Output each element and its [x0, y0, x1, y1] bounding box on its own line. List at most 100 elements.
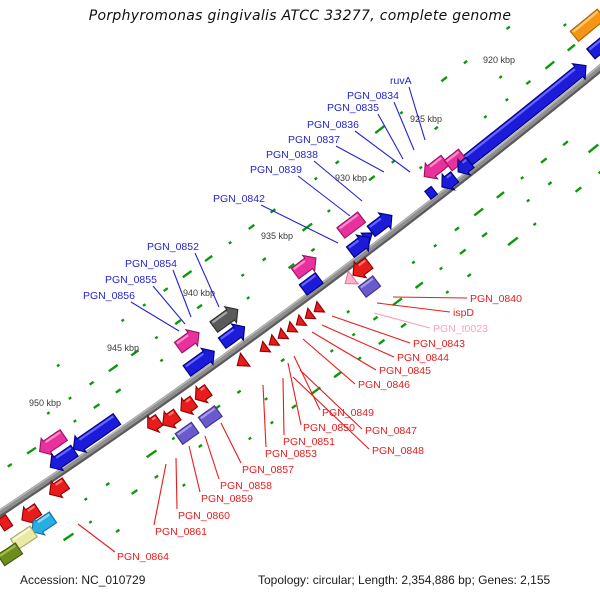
- gene-shape[interactable]: [72, 412, 122, 454]
- gene-label-PGN_0864[interactable]: PGN_0864: [117, 551, 169, 563]
- gene-label-PGN_0852[interactable]: PGN_0852: [147, 241, 199, 253]
- gene-label-PGN_0854[interactable]: PGN_0854: [125, 258, 177, 270]
- gene-shape[interactable]: [173, 328, 200, 354]
- gene-shape[interactable]: [180, 395, 199, 416]
- gene-glyph-red-arrow[interactable]: [352, 257, 374, 279]
- gene-shape[interactable]: [268, 333, 281, 346]
- gene-glyph-blue-box[interactable]: [585, 32, 600, 60]
- gene-glyph-blue-arrow[interactable]: [441, 171, 460, 191]
- gene-label-PGN_0838[interactable]: PGN_0838: [266, 149, 318, 161]
- gene-glyph-red-arrow[interactable]: [194, 383, 213, 404]
- gene-label-PGN_t0023[interactable]: PGN_t0023: [433, 323, 488, 335]
- gene-label-PGN_0860[interactable]: PGN_0860: [178, 510, 230, 522]
- gene-shape[interactable]: [366, 212, 393, 238]
- gene-label-PGN_0835[interactable]: PGN_0835: [327, 102, 379, 114]
- gene-shape[interactable]: [209, 305, 239, 333]
- gene-shape[interactable]: [9, 525, 38, 551]
- gene-shape[interactable]: [344, 269, 360, 285]
- gene-glyph-magenta-arrow[interactable]: [290, 254, 317, 280]
- gene-glyph-blue-arrow[interactable]: [72, 412, 122, 454]
- gene-label-PGN_0846[interactable]: PGN_0846: [358, 379, 410, 391]
- gene-label-ispD[interactable]: ispD: [453, 307, 474, 319]
- gene-glyph-magenta-box[interactable]: [336, 211, 367, 239]
- gene-shape[interactable]: [0, 513, 14, 532]
- gene-shape[interactable]: [194, 383, 213, 404]
- gene-label-PGN_0848[interactable]: PGN_0848: [372, 445, 424, 457]
- gene-glyph-red-tri[interactable]: [268, 333, 281, 346]
- gene-label-PGN_0849[interactable]: PGN_0849: [322, 407, 374, 419]
- gene-glyph-pink-tri[interactable]: [344, 269, 360, 285]
- gene-label-PGN_0845[interactable]: PGN_0845: [379, 365, 431, 377]
- gene-shape[interactable]: [38, 428, 69, 456]
- gene-glyph-blue-arrow[interactable]: [49, 444, 79, 472]
- gene-shape[interactable]: [441, 171, 460, 191]
- gene-shape[interactable]: [182, 347, 215, 377]
- gene-glyph-purple-box[interactable]: [357, 275, 382, 298]
- gene-label-PGN_0844[interactable]: PGN_0844: [397, 352, 449, 364]
- gene-shape[interactable]: [336, 211, 367, 239]
- gene-label-PGN_0839[interactable]: PGN_0839: [250, 164, 302, 176]
- gene-shape[interactable]: [217, 323, 246, 350]
- gene-shape[interactable]: [162, 408, 182, 429]
- gene-glyph-red-tri[interactable]: [295, 313, 308, 327]
- gene-glyph-red-tri[interactable]: [304, 306, 317, 320]
- gene-shape[interactable]: [357, 275, 382, 298]
- gene-glyph-magenta-arrow[interactable]: [173, 328, 200, 354]
- gene-glyph-magenta-arrow[interactable]: [38, 428, 69, 456]
- gene-shape[interactable]: [295, 313, 308, 327]
- gene-glyph-blue-arrow[interactable]: [345, 234, 371, 259]
- gene-label-PGN_0850[interactable]: PGN_0850: [303, 422, 355, 434]
- gene-glyph-red-box[interactable]: [0, 513, 14, 532]
- gene-glyph-gray-arrow[interactable]: [209, 305, 239, 333]
- gene-shape[interactable]: [31, 511, 58, 536]
- gene-label-PGN_0856[interactable]: PGN_0856: [83, 290, 135, 302]
- gene-glyph-khaki-box[interactable]: [9, 525, 38, 551]
- gene-shape[interactable]: [298, 272, 324, 296]
- gene-glyph-red-arrow[interactable]: [147, 413, 164, 434]
- gene-shape[interactable]: [48, 477, 71, 499]
- gene-label-PGN_0840[interactable]: PGN_0840: [470, 293, 522, 305]
- gene-glyph-red-arrow[interactable]: [162, 408, 182, 429]
- gene-glyph-red-tri[interactable]: [313, 300, 326, 313]
- gene-label-PGN_0851[interactable]: PGN_0851: [283, 436, 335, 448]
- gene-label-PGN_0859[interactable]: PGN_0859: [201, 493, 253, 505]
- gene-label-PGN_0843[interactable]: PGN_0843: [413, 338, 465, 350]
- gene-shape[interactable]: [197, 405, 223, 429]
- gene-glyph-purple-box[interactable]: [197, 405, 223, 429]
- gene-glyph-red-tri[interactable]: [259, 340, 272, 353]
- gene-shape[interactable]: [424, 185, 439, 200]
- gene-shape[interactable]: [236, 352, 252, 367]
- gene-shape[interactable]: [345, 234, 371, 259]
- gene-glyph-olive-box[interactable]: [0, 542, 24, 567]
- gene-label-ruvA[interactable]: ruvA: [390, 75, 412, 87]
- gene-glyph-purple-box[interactable]: [174, 421, 200, 446]
- gene-shape[interactable]: [147, 413, 164, 434]
- gene-label-PGN_0858[interactable]: PGN_0858: [220, 480, 272, 492]
- gene-label-PGN_0861[interactable]: PGN_0861: [155, 526, 207, 538]
- gene-label-PGN_0842[interactable]: PGN_0842: [213, 193, 265, 205]
- gene-label-PGN_0853[interactable]: PGN_0853: [265, 448, 317, 460]
- gene-shape[interactable]: [259, 340, 272, 353]
- gene-glyph-blue-arrow[interactable]: [366, 212, 393, 238]
- gene-glyph-red-tri[interactable]: [277, 326, 290, 340]
- gene-label-PGN_0837[interactable]: PGN_0837: [288, 134, 340, 146]
- gene-shape[interactable]: [0, 542, 24, 567]
- gene-shape[interactable]: [277, 326, 290, 340]
- gene-shape[interactable]: [352, 257, 374, 279]
- gene-glyph-blue-arrow[interactable]: [457, 156, 475, 176]
- gene-glyph-blue-box[interactable]: [424, 185, 439, 200]
- gene-label-PGN_0836[interactable]: PGN_0836: [307, 119, 359, 131]
- gene-glyph-red-tri[interactable]: [236, 352, 252, 367]
- gene-label-PGN_0847[interactable]: PGN_0847: [365, 425, 417, 437]
- gene-shape[interactable]: [49, 444, 79, 472]
- gene-label-PGN_0855[interactable]: PGN_0855: [105, 274, 157, 286]
- gene-shape[interactable]: [290, 254, 317, 280]
- gene-shape[interactable]: [286, 320, 299, 333]
- gene-glyph-red-arrow[interactable]: [180, 395, 199, 416]
- gene-glyph-cyan-arrow[interactable]: [31, 511, 58, 536]
- gene-glyph-blue-arrow[interactable]: [217, 323, 246, 350]
- gene-glyph-blue-box[interactable]: [298, 272, 324, 296]
- gene-label-PGN_0857[interactable]: PGN_0857: [242, 464, 294, 476]
- gene-shape[interactable]: [313, 300, 326, 313]
- gene-shape[interactable]: [457, 156, 475, 176]
